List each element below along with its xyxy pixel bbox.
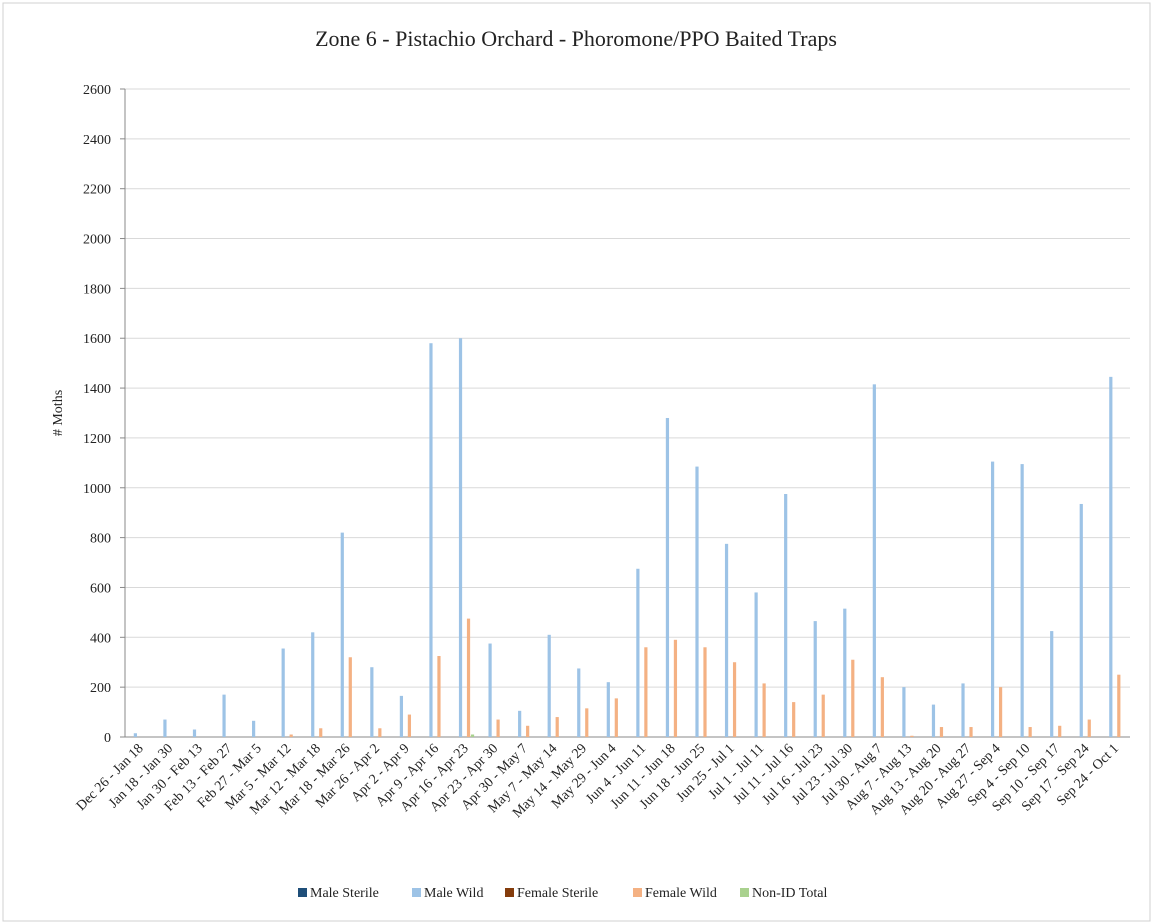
y-tick-label: 2200: [83, 183, 111, 198]
bar: [163, 719, 167, 737]
y-tick-label: 1200: [83, 432, 111, 447]
bar: [547, 634, 551, 737]
y-tick-label: 400: [90, 631, 111, 646]
bar: [990, 461, 995, 737]
y-tick-label: 2600: [83, 83, 111, 98]
chart-title: Zone 6 - Pistachio Orchard - Phoromone/P…: [315, 26, 837, 51]
bar: [732, 662, 737, 737]
bar: [1109, 376, 1113, 737]
legend-swatch: [298, 888, 307, 897]
bar: [470, 734, 475, 737]
legend-swatch: [505, 888, 514, 897]
bar: [880, 677, 884, 737]
bar: [399, 695, 404, 737]
bar: [821, 694, 825, 737]
bar: [348, 657, 352, 737]
bar: [311, 632, 315, 737]
bar: [133, 733, 137, 737]
bar: [1020, 464, 1024, 737]
bar: [577, 668, 581, 737]
bar: [969, 727, 973, 737]
bar: [673, 639, 678, 737]
bar: [222, 694, 226, 737]
bar: [762, 683, 766, 737]
bar: [851, 659, 855, 737]
legend-label: Male Sterile: [310, 886, 379, 901]
bar: [1117, 674, 1121, 737]
y-tick-label: 1000: [83, 482, 111, 497]
bar: [931, 704, 936, 737]
bar: [1028, 727, 1032, 737]
bar: [437, 656, 441, 737]
legend-label: Female Sterile: [517, 886, 598, 901]
bar: [555, 717, 559, 737]
legend-swatch: [633, 888, 642, 897]
legend-label: Male Wild: [424, 886, 483, 901]
bar: [872, 384, 876, 737]
bar: [378, 728, 382, 737]
bar: [281, 648, 285, 737]
bar: [703, 647, 707, 737]
bar: [585, 708, 589, 737]
bar: [340, 532, 344, 737]
bar: [466, 618, 471, 737]
y-tick-label: 1800: [83, 282, 111, 297]
bar: [1087, 719, 1091, 737]
bar: [518, 710, 522, 737]
y-tick-label: 2400: [83, 133, 111, 148]
bar: [614, 698, 618, 737]
bar: [488, 643, 492, 737]
bar: [458, 338, 463, 737]
bar: [1050, 631, 1054, 737]
bar: [724, 543, 729, 737]
y-tick-label: 2000: [83, 233, 111, 248]
legend-swatch: [740, 888, 749, 897]
y-tick-label: 1400: [83, 382, 111, 397]
legend-label: Non-ID Total: [752, 886, 827, 901]
bar: [429, 343, 433, 737]
bar: [998, 687, 1003, 737]
legend-label: Female Wild: [645, 886, 717, 901]
bar: [792, 702, 796, 737]
bar: [1079, 503, 1083, 737]
y-tick-label: 600: [90, 581, 111, 596]
bar: [902, 687, 906, 737]
bar: [695, 466, 699, 737]
y-axis-label: # Moths: [51, 390, 66, 436]
y-tick-label: 200: [90, 681, 111, 696]
y-tick-label: 1600: [83, 332, 111, 347]
bar: [665, 417, 670, 737]
bar: [1058, 725, 1062, 737]
bar: [939, 727, 944, 737]
bar: [754, 592, 758, 737]
bar: [370, 667, 374, 737]
bar: [606, 682, 610, 737]
y-tick-label: 800: [90, 532, 111, 547]
legend-swatch: [412, 888, 421, 897]
bar: [496, 719, 500, 737]
bar: [961, 683, 965, 737]
bar: [252, 720, 256, 737]
bar: [636, 568, 640, 737]
y-tick-label: 0: [104, 731, 111, 746]
bar: [526, 725, 530, 737]
bar: [784, 494, 788, 737]
bar: [319, 728, 323, 737]
bar: [644, 647, 648, 737]
bar: [192, 729, 197, 737]
bar: [407, 714, 412, 737]
bar: [843, 608, 847, 737]
bar: [910, 735, 914, 737]
bar: [813, 621, 817, 737]
bar: [289, 734, 293, 737]
